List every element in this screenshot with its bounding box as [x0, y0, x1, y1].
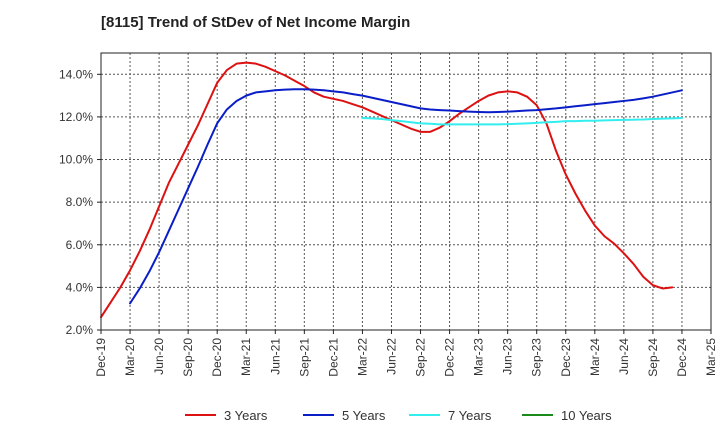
x-tick-label: Mar-23 [472, 338, 486, 376]
series-layer [100, 61, 683, 319]
x-tick-label: Mar-21 [239, 338, 253, 376]
chart-title: [8115] Trend of StDev of Net Income Marg… [101, 14, 411, 31]
x-tick-label: Dec-20 [210, 338, 224, 377]
x-tick-label: Dec-23 [559, 338, 573, 377]
x-tick-label: Sep-23 [530, 338, 544, 377]
legend-label: 10 Years [561, 408, 612, 423]
y-tick-label: 12.0% [59, 110, 93, 124]
y-tick-label: 6.0% [66, 238, 94, 252]
legend-label: 5 Years [342, 408, 386, 423]
legend-label: 7 Years [448, 408, 492, 423]
series-line-5-years [129, 88, 683, 305]
y-tick-label: 14.0% [59, 67, 93, 81]
plot-border [100, 52, 712, 331]
x-tick-label: Mar-25 [704, 338, 718, 376]
x-tick-label: Dec-22 [443, 338, 457, 377]
x-tick-label: Sep-24 [646, 338, 660, 377]
series-line-7-years [361, 116, 683, 126]
x-tick-label: Dec-19 [94, 338, 108, 377]
y-tick-label: 2.0% [66, 323, 94, 337]
x-tick-label: Dec-24 [675, 338, 689, 377]
x-tick-label: Jun-21 [268, 338, 282, 375]
x-axis: Dec-19 Mar-20 Jun-20 Sep-20 Dec-20 Mar-21 Jun-… [94, 330, 718, 377]
x-tick-label: Sep-22 [414, 338, 428, 377]
plot-area [101, 53, 711, 330]
series-line-3-years [100, 61, 674, 319]
x-tick-label: Mar-22 [355, 338, 369, 376]
x-tick-label: Dec-21 [326, 338, 340, 377]
x-tick-label: Mar-24 [588, 338, 602, 376]
x-tick-label: Jun-20 [152, 338, 166, 375]
x-tick-label: Mar-20 [123, 338, 137, 376]
y-axis: 2.0% 4.0% 6.0% 8.0% 10.0% 12.0% 14.0% [59, 67, 101, 337]
y-tick-label: 10.0% [59, 153, 93, 167]
y-tick-label: 4.0% [66, 280, 94, 294]
x-tick-label: Jun-24 [617, 338, 631, 375]
x-tick-label: Sep-21 [297, 338, 311, 377]
legend-label: 3 Years [224, 408, 268, 423]
x-tick-label: Sep-20 [181, 338, 195, 377]
y-tick-label: 8.0% [66, 195, 94, 209]
x-tick-label: Jun-22 [384, 338, 398, 375]
legend: 3 Years 5 Years 7 Years 10 Years [185, 408, 612, 423]
x-tick-label: Jun-23 [501, 338, 515, 375]
